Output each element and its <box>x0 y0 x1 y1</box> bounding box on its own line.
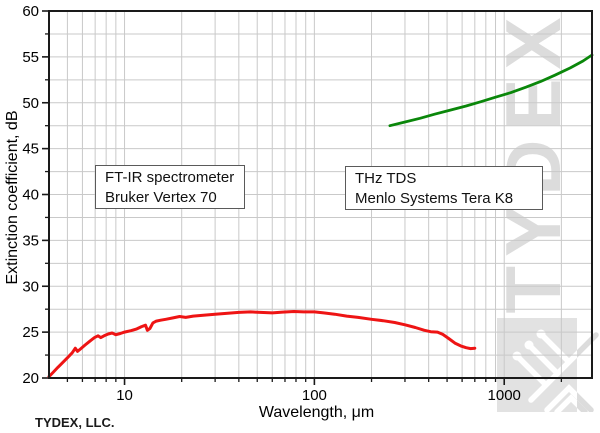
y-tick-label: 35 <box>22 232 39 249</box>
y-tick-label: 50 <box>22 95 39 112</box>
y-axis-title: Extinction coefficient, dB <box>4 110 21 284</box>
x-axis-title: Wavelength, μm <box>259 404 374 421</box>
thz-line1: THz TDS <box>355 170 417 187</box>
plot-frame <box>48 10 593 379</box>
series-curve-thz-green <box>388 53 594 128</box>
y-tick-label: 20 <box>22 370 39 387</box>
tydex-logo-icon <box>497 318 599 412</box>
annotation-box-thz: THz TDS Menlo Systems Tera K8 <box>345 166 543 210</box>
y-tick-label: 60 <box>22 3 39 20</box>
ftir-line1: FT-IR spectrometer <box>105 169 235 186</box>
logo-glyph-inner <box>512 329 577 412</box>
thz-line2: Menlo Systems Tera K8 <box>355 190 514 207</box>
series-curve-ftir-red <box>47 310 477 379</box>
company-credit: TYDEX, LLC. <box>35 415 115 430</box>
y-tick-label: 25 <box>22 324 39 341</box>
annotation-box-ftir: FT-IR spectrometer Bruker Vertex 70 <box>95 165 245 209</box>
ftir-line2: Bruker Vertex 70 <box>105 189 217 206</box>
y-tick-label: 55 <box>22 49 39 66</box>
x-tick-label: 10 <box>116 387 133 404</box>
y-tick-label: 40 <box>22 187 39 204</box>
y-tick-label: 30 <box>22 278 39 295</box>
y-tick-label: 45 <box>22 141 39 158</box>
x-tick-label: 100 <box>302 387 327 404</box>
x-tick-label: 1000 <box>488 387 521 404</box>
